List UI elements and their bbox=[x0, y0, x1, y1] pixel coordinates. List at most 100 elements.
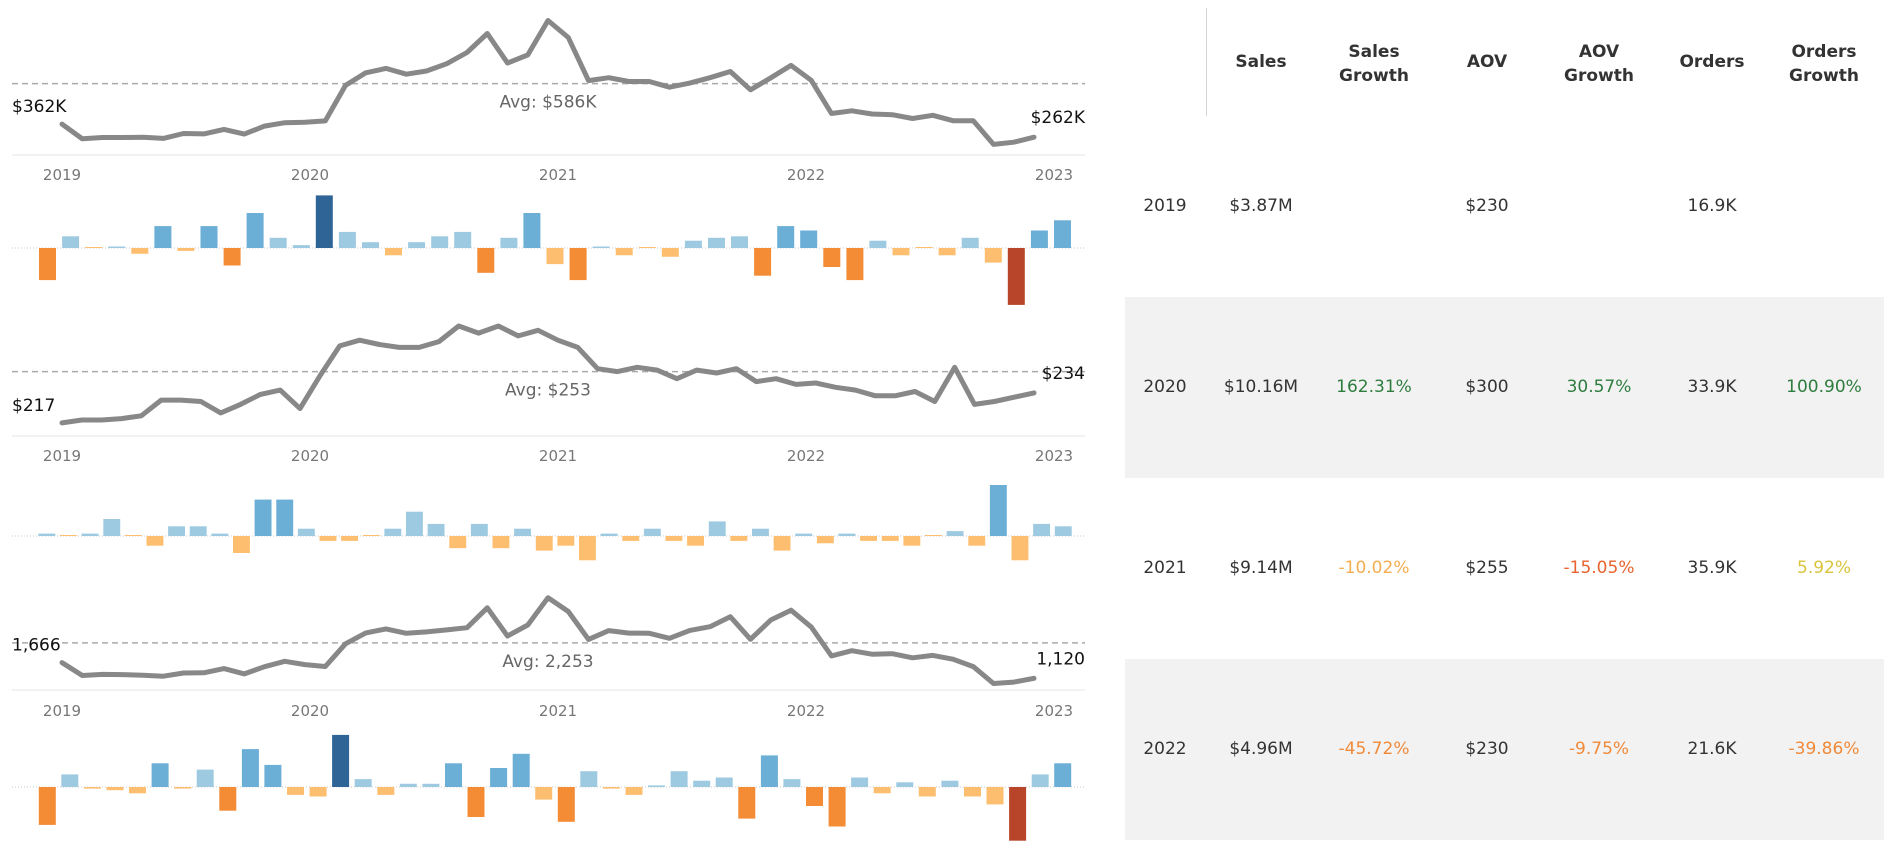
growth-bar bbox=[1031, 774, 1049, 787]
cell-orders-growth: 100.90% bbox=[1786, 376, 1862, 397]
growth-bar bbox=[738, 787, 756, 819]
growth-bar bbox=[731, 236, 748, 248]
growth-bar bbox=[968, 536, 986, 546]
x-tick-label: 2021 bbox=[539, 702, 577, 720]
growth-bar bbox=[315, 195, 333, 248]
growth-bar bbox=[81, 533, 99, 536]
growth-bar bbox=[38, 533, 56, 536]
growth-bar bbox=[535, 536, 553, 551]
average-label: Avg: $586K bbox=[499, 93, 597, 113]
x-tick-label: 2019 bbox=[43, 166, 81, 184]
x-tick-label: 2020 bbox=[291, 702, 329, 720]
growth-bar bbox=[362, 242, 379, 248]
growth-bar bbox=[384, 528, 402, 536]
header-aov: AOV bbox=[1466, 52, 1508, 72]
table-row: 2019 $3.87M $230 16.9K bbox=[1125, 116, 1884, 297]
series-line bbox=[59, 595, 1037, 686]
average-label: Avg: $253 bbox=[505, 381, 591, 401]
growth-bar bbox=[362, 535, 380, 536]
growth-bar bbox=[846, 248, 864, 281]
growth-bar bbox=[643, 528, 661, 536]
header-sales: Sales bbox=[1235, 52, 1287, 72]
growth-bar bbox=[189, 526, 207, 536]
growth-bar bbox=[915, 247, 933, 248]
growth-bar bbox=[500, 237, 518, 248]
growth-bar bbox=[783, 779, 801, 787]
header-sales-growth: Sales Growth bbox=[1339, 42, 1409, 86]
cell-sales: $10.16M bbox=[1223, 376, 1299, 397]
start-value-label: 1,666 bbox=[12, 636, 61, 656]
growth-bar bbox=[795, 533, 813, 536]
growth-bar bbox=[838, 533, 856, 536]
growth-bar bbox=[823, 248, 841, 267]
growth-bar bbox=[377, 787, 395, 795]
growth-bar bbox=[168, 526, 185, 536]
row-year: 2021 bbox=[1143, 557, 1187, 578]
growth-bar bbox=[1030, 230, 1048, 248]
growth-bar bbox=[989, 485, 1007, 536]
growth-bar bbox=[693, 780, 711, 787]
growth-bar bbox=[806, 787, 823, 806]
growth-bar bbox=[477, 248, 495, 273]
growth-bar bbox=[332, 734, 350, 787]
growth-bar bbox=[523, 213, 541, 248]
growth-bar bbox=[1009, 787, 1027, 841]
growth-bar bbox=[708, 521, 726, 536]
growth-bar bbox=[828, 787, 846, 827]
x-tick-label: 2019 bbox=[43, 447, 81, 465]
growth-bar bbox=[146, 536, 164, 546]
growth-bar bbox=[946, 531, 964, 536]
growth-bar bbox=[264, 764, 282, 787]
growth-bar bbox=[851, 777, 869, 787]
cell-aov-growth: -15.05% bbox=[1563, 557, 1635, 578]
growth-bar bbox=[124, 535, 142, 536]
table-row: 2022 $4.96M -45.72% $230 -9.75% 21.6K -39.86% bbox=[1125, 659, 1884, 840]
header-orders: Orders bbox=[1679, 52, 1745, 72]
growth-bar bbox=[514, 528, 531, 536]
growth-bar bbox=[903, 536, 921, 546]
growth-bar bbox=[730, 536, 748, 541]
growth-bar bbox=[408, 242, 426, 248]
growth-bar bbox=[925, 535, 942, 536]
sparkline-panel: $362K $262K Avg: $586K 2019 2020 2021 2022 2023… bbox=[12, 18, 1086, 841]
growth-bar bbox=[754, 248, 772, 276]
cell-sales-growth: 162.31% bbox=[1336, 376, 1412, 397]
growth-bar bbox=[454, 231, 472, 248]
growth-bar bbox=[592, 246, 610, 248]
growth-bar bbox=[918, 787, 936, 797]
growth-bar bbox=[715, 777, 733, 787]
cell-aov-growth: 30.57% bbox=[1566, 376, 1632, 397]
growth-bar bbox=[1011, 536, 1029, 561]
growth-bar bbox=[938, 248, 956, 256]
growth-bar bbox=[892, 248, 910, 256]
growth-bar bbox=[873, 787, 891, 794]
growth-bar bbox=[535, 787, 553, 800]
x-tick-label: 2021 bbox=[539, 166, 577, 184]
growth-bar bbox=[661, 248, 679, 257]
cell-orders: 21.6K bbox=[1687, 738, 1737, 759]
growth-bar bbox=[177, 248, 195, 251]
cell-orders-growth: 5.92% bbox=[1796, 557, 1851, 578]
cell-sales: $9.14M bbox=[1229, 557, 1293, 578]
growth-bar bbox=[276, 499, 294, 536]
growth-bar bbox=[196, 769, 214, 787]
growth-bar bbox=[445, 763, 462, 787]
growth-bar bbox=[62, 236, 80, 248]
growth-bar bbox=[131, 248, 149, 254]
growth-bar bbox=[241, 749, 259, 787]
x-tick-label: 2023 bbox=[1035, 166, 1073, 184]
x-tick-label: 2023 bbox=[1035, 447, 1073, 465]
growth-bar bbox=[1054, 526, 1072, 536]
growth-bar bbox=[85, 247, 103, 248]
growth-bar bbox=[103, 519, 121, 536]
growth-bar bbox=[39, 248, 56, 281]
end-value-label: 1,120 bbox=[1036, 649, 1085, 669]
growth-bar bbox=[174, 787, 192, 789]
growth-bar bbox=[223, 248, 241, 266]
header-orders-growth: Orders Growth bbox=[1789, 42, 1859, 86]
growth-bar bbox=[638, 247, 656, 248]
x-tick-label: 2019 bbox=[43, 702, 81, 720]
growth-bar bbox=[1007, 248, 1025, 305]
growth-bar bbox=[800, 230, 818, 248]
row-year: 2020 bbox=[1143, 376, 1187, 397]
